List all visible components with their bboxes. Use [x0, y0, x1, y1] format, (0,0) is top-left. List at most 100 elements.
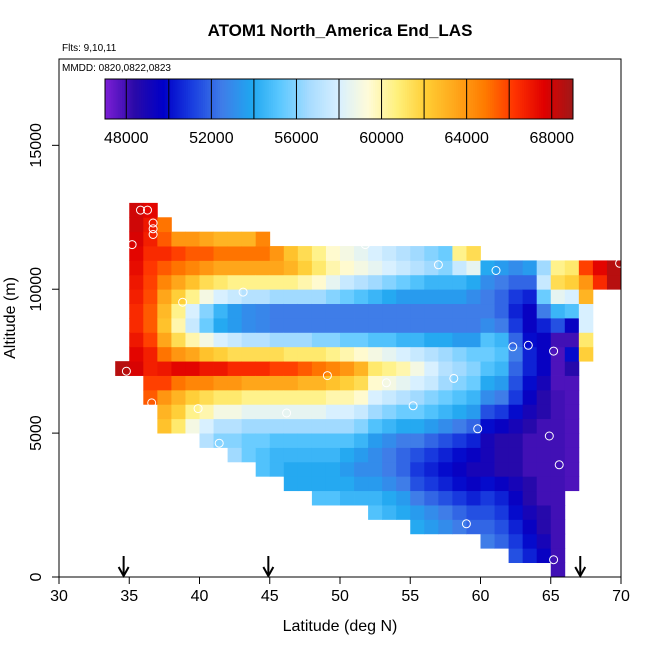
- colorbar-segment: [245, 79, 249, 119]
- heatmap-cell: [311, 389, 327, 405]
- heatmap-cell: [480, 404, 495, 420]
- colorbar-segment: [396, 79, 400, 119]
- colorbar-segment: [273, 79, 276, 119]
- heatmap-cell: [536, 318, 552, 333]
- heatmap-cell: [185, 289, 200, 305]
- heatmap-cell: [325, 289, 341, 305]
- heatmap-cell: [424, 433, 439, 448]
- heatmap-cell: [143, 231, 158, 247]
- heatmap-cell: [494, 274, 509, 290]
- heatmap-cell: [143, 202, 158, 218]
- heatmap-cell: [269, 389, 285, 405]
- heatmap-cell: [325, 346, 341, 362]
- heatmap-cell: [382, 505, 397, 520]
- heatmap-cell: [129, 332, 144, 348]
- colorbar-segment: [366, 79, 370, 119]
- heatmap-cell: [578, 274, 594, 290]
- heatmap-cell: [396, 490, 411, 506]
- heatmap-cell: [536, 548, 552, 564]
- heatmap-cell: [143, 260, 158, 276]
- heatmap-cell: [424, 418, 439, 434]
- heatmap-cell: [466, 260, 481, 276]
- heatmap-cell: [340, 260, 355, 276]
- heatmap-cell: [157, 404, 172, 420]
- heatmap-cell: [508, 318, 524, 333]
- y-axis-label: Altitude (m): [2, 277, 19, 359]
- heatmap-cell: [564, 418, 580, 434]
- heatmap-cell: [452, 476, 467, 492]
- heatmap-cell: [536, 346, 552, 362]
- colorbar-segment: [232, 79, 236, 119]
- colorbar-segment: [560, 79, 563, 119]
- colorbar-segment: [192, 79, 195, 119]
- colorbar-segment: [134, 79, 138, 119]
- heatmap-cell: [297, 404, 313, 420]
- heatmap-cell: [129, 217, 144, 233]
- heatmap-cell: [199, 433, 214, 448]
- heatmap-cell: [536, 433, 552, 448]
- colorbar-segment: [143, 79, 146, 119]
- colorbar-segment: [160, 79, 163, 119]
- colorbar-segment: [530, 79, 534, 119]
- colorbar-segment: [464, 79, 468, 119]
- heatmap-cell: [171, 375, 186, 391]
- heatmap-cell: [213, 332, 228, 348]
- colorbar-segment: [377, 79, 380, 119]
- heatmap-cell: [480, 418, 495, 434]
- colorbar-segment: [307, 79, 310, 119]
- colorbar-segment: [549, 79, 553, 119]
- heatmap-cell: [143, 332, 158, 348]
- heatmap-cell: [368, 332, 383, 348]
- heatmap-cell: [354, 375, 369, 391]
- colorbar-segment: [236, 79, 240, 119]
- heatmap-cell: [550, 533, 566, 549]
- heatmap-cell: [536, 447, 552, 463]
- heatmap-cell: [340, 433, 355, 448]
- heatmap-cell: [410, 418, 425, 434]
- colorbar-segment: [198, 79, 202, 119]
- heatmap-cell: [452, 490, 467, 506]
- heatmap-cell: [185, 375, 200, 391]
- heatmap-cell: [382, 490, 397, 506]
- colorbar-segment: [209, 79, 212, 119]
- heatmap-cell: [340, 490, 355, 506]
- flight-point: [523, 340, 533, 350]
- heatmap-cell: [311, 418, 327, 434]
- colorbar-segment: [470, 79, 474, 119]
- heatmap-cell: [255, 303, 271, 319]
- colorbar-segment: [568, 79, 572, 119]
- colorbar-segment: [392, 79, 395, 119]
- heatmap-cell: [199, 318, 214, 333]
- heatmap-cell: [368, 375, 383, 391]
- heatmap-cell: [410, 260, 425, 276]
- heatmap-cell: [536, 361, 552, 376]
- heatmap-cell: [157, 274, 172, 290]
- heatmap-cell: [213, 289, 228, 305]
- heatmap-cell: [382, 447, 397, 463]
- colorbar-segment: [419, 79, 423, 119]
- heatmap-cell: [213, 246, 228, 261]
- heatmap-cell: [494, 519, 509, 535]
- heatmap-cell: [311, 461, 327, 477]
- heatmap-cell: [466, 246, 481, 261]
- heatmap-cell: [241, 274, 257, 290]
- heatmap-cell: [424, 361, 439, 376]
- colorbar-segment: [570, 79, 574, 119]
- colorbar-segment: [194, 79, 197, 119]
- colorbar-segment: [222, 79, 225, 119]
- colorbar-segment: [253, 79, 257, 119]
- heatmap-cell: [410, 519, 425, 535]
- colorbar-segment: [453, 79, 457, 119]
- heatmap-cell: [227, 332, 243, 348]
- colorbar-segment: [187, 79, 191, 119]
- colorbar-segment: [315, 79, 319, 119]
- heatmap-cell: [340, 375, 355, 391]
- heatmap-cell: [199, 346, 214, 362]
- heatmap-cell: [452, 447, 467, 463]
- colorbar-segment: [538, 79, 542, 119]
- heatmap-cell: [255, 289, 271, 305]
- heatmap-cell: [424, 303, 439, 319]
- heatmap-cell: [578, 318, 594, 333]
- colorbar-segment: [196, 79, 200, 119]
- heatmap-cell: [171, 346, 186, 362]
